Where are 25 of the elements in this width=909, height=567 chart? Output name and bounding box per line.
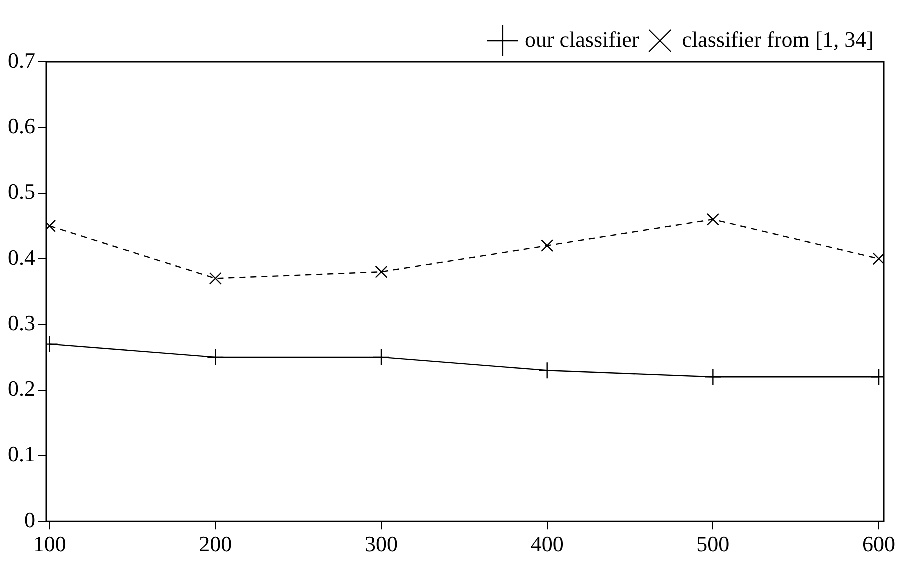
legend-label: our classifier (524, 26, 640, 52)
x-tick-label: 400 (530, 532, 564, 557)
point (207, 348, 224, 366)
point (375, 266, 388, 278)
y-tick-label: 0 (24, 507, 36, 532)
point (704, 368, 722, 386)
x-tick-label: 200 (199, 532, 232, 557)
x-tick-label: 100 (33, 532, 66, 557)
point (372, 348, 390, 366)
y-tick-label: 0.5 (8, 179, 36, 204)
y-tick-label: 0.4 (8, 244, 36, 270)
y-tick-label: 0.3 (8, 310, 36, 336)
y-tick-label: 0.1 (8, 442, 36, 467)
y-tick-label: 0.2 (8, 376, 36, 402)
point (209, 272, 222, 285)
x-tick-label: 300 (365, 532, 398, 557)
y-tick-label: 0.7 (8, 48, 36, 73)
point (706, 213, 720, 226)
x-tick-label: 500 (696, 532, 730, 557)
point (538, 362, 556, 380)
x-tick-label: 600 (862, 532, 896, 557)
point (872, 252, 884, 266)
point (541, 240, 554, 252)
y-tick-label: 0.6 (8, 113, 36, 138)
legend-label: classifier from [1, 34] (682, 26, 874, 52)
